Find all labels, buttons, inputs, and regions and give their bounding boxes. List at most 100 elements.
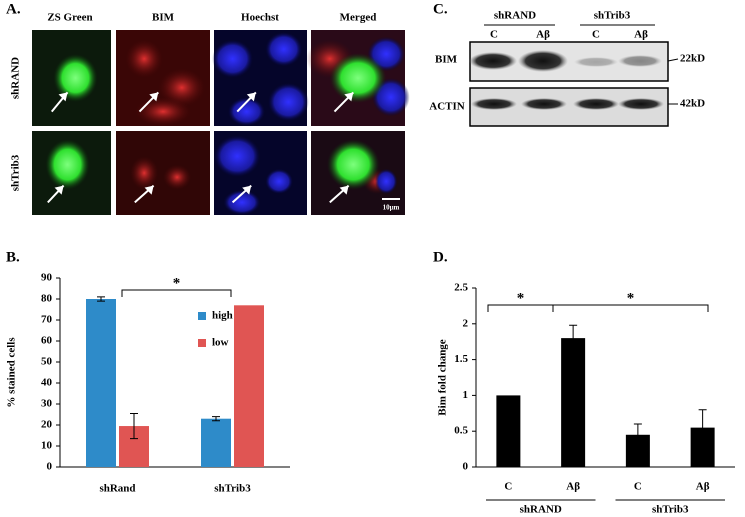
- panel-label: C.: [433, 1, 448, 17]
- arrow-head: [54, 185, 64, 195]
- lane-label: Aβ: [536, 29, 550, 41]
- arrow-head: [144, 185, 154, 195]
- cell: [130, 156, 159, 190]
- y-tick-label: 50: [41, 356, 53, 368]
- band: [618, 55, 662, 67]
- band: [573, 98, 619, 110]
- cell: [374, 168, 398, 194]
- x-tick-label: shTrib3: [214, 483, 251, 495]
- x-tick-label: Aβ: [696, 481, 710, 493]
- error-bar: [698, 409, 707, 447]
- band: [469, 52, 517, 70]
- blot-row-label: BIM: [435, 54, 458, 66]
- arrow-head: [246, 92, 256, 102]
- x-tick-label: shRand: [99, 483, 135, 495]
- y-tick-label: 0: [47, 461, 53, 473]
- cell: [212, 39, 254, 78]
- lane-label: C: [490, 29, 498, 41]
- size-label: 42kD: [680, 98, 705, 110]
- y-tick-label: 70: [41, 314, 53, 326]
- scale-label: 10μm: [383, 204, 400, 212]
- y-tick-label: 60: [41, 335, 53, 347]
- legend-swatch: [198, 312, 206, 320]
- y-tick-label: 20: [41, 419, 53, 431]
- column-header: BIM: [152, 12, 175, 24]
- bar: [496, 395, 521, 467]
- cell: [134, 97, 192, 126]
- lane-label: C: [592, 29, 600, 41]
- x-tick-label: Aβ: [566, 481, 580, 493]
- arrow-head: [149, 92, 159, 102]
- cell: [326, 139, 380, 190]
- significance-star: *: [627, 290, 635, 306]
- cell: [267, 82, 309, 122]
- y-tick-label: 40: [41, 377, 53, 389]
- error-bar: [130, 412, 138, 440]
- y-tick-label: 30: [41, 398, 53, 410]
- cell: [125, 39, 163, 78]
- y-tick-label: 80: [41, 293, 53, 305]
- cell: [223, 189, 261, 215]
- panel-label: B.: [6, 249, 20, 265]
- arrow-head: [339, 185, 349, 195]
- y-tick-label: 10: [41, 440, 53, 452]
- significance-bracket: [552, 304, 709, 312]
- group-label: shTrib3: [652, 504, 689, 516]
- y-axis-label: % stained cells: [6, 337, 18, 408]
- y-axis-label: Bim fold change: [437, 339, 449, 416]
- row-label: shRAND: [10, 57, 22, 99]
- y-tick-label: 90: [41, 272, 53, 284]
- blot-row-label: ACTIN: [429, 101, 465, 113]
- size-marker: [667, 58, 679, 62]
- column-header: Merged: [340, 12, 377, 24]
- significance-star: *: [173, 275, 181, 291]
- error-bar: [569, 324, 578, 352]
- arrow-head: [242, 185, 252, 195]
- band: [471, 98, 517, 110]
- x-tick-label: C: [504, 481, 512, 493]
- cell: [45, 139, 90, 190]
- y-tick-label: 1.5: [454, 353, 468, 365]
- group-label: shRAND: [520, 504, 562, 516]
- significance-star: *: [517, 290, 525, 306]
- band: [618, 98, 664, 110]
- arrow-head: [58, 92, 68, 102]
- error-bar: [212, 416, 220, 422]
- arrow-head: [344, 92, 354, 102]
- cell: [265, 31, 303, 67]
- panel-label: A.: [6, 1, 21, 17]
- cell: [214, 135, 261, 178]
- band: [521, 98, 567, 110]
- legend-label: high: [212, 310, 233, 322]
- cell: [227, 97, 266, 126]
- error-bar: [97, 296, 105, 302]
- column-header: ZS Green: [47, 12, 92, 24]
- bar: [86, 299, 116, 467]
- significance-bracket: [121, 289, 232, 297]
- size-label: 22kD: [680, 53, 705, 65]
- band: [518, 50, 568, 72]
- panel-label: D.: [433, 249, 448, 265]
- error-bar: [633, 423, 642, 447]
- x-tick-label: C: [634, 481, 642, 493]
- cell: [53, 54, 98, 102]
- bar: [561, 338, 586, 467]
- micrographs: [32, 30, 410, 215]
- y-tick-label: 1: [463, 389, 469, 401]
- bar: [201, 418, 231, 467]
- cell: [265, 168, 294, 194]
- y-tick-label: 0.5: [454, 425, 468, 437]
- group-label: shTrib3: [594, 10, 631, 22]
- bar: [234, 305, 264, 467]
- column-header: Hoechst: [241, 12, 279, 24]
- band: [574, 57, 618, 67]
- legend-swatch: [198, 339, 206, 347]
- y-tick-label: 0: [463, 461, 469, 473]
- group-label: shRAND: [494, 10, 536, 22]
- legend-label: low: [212, 337, 229, 349]
- y-tick-label: 2: [463, 317, 469, 329]
- lane-label: Aβ: [634, 29, 648, 41]
- cell: [158, 68, 206, 107]
- cell: [329, 53, 387, 103]
